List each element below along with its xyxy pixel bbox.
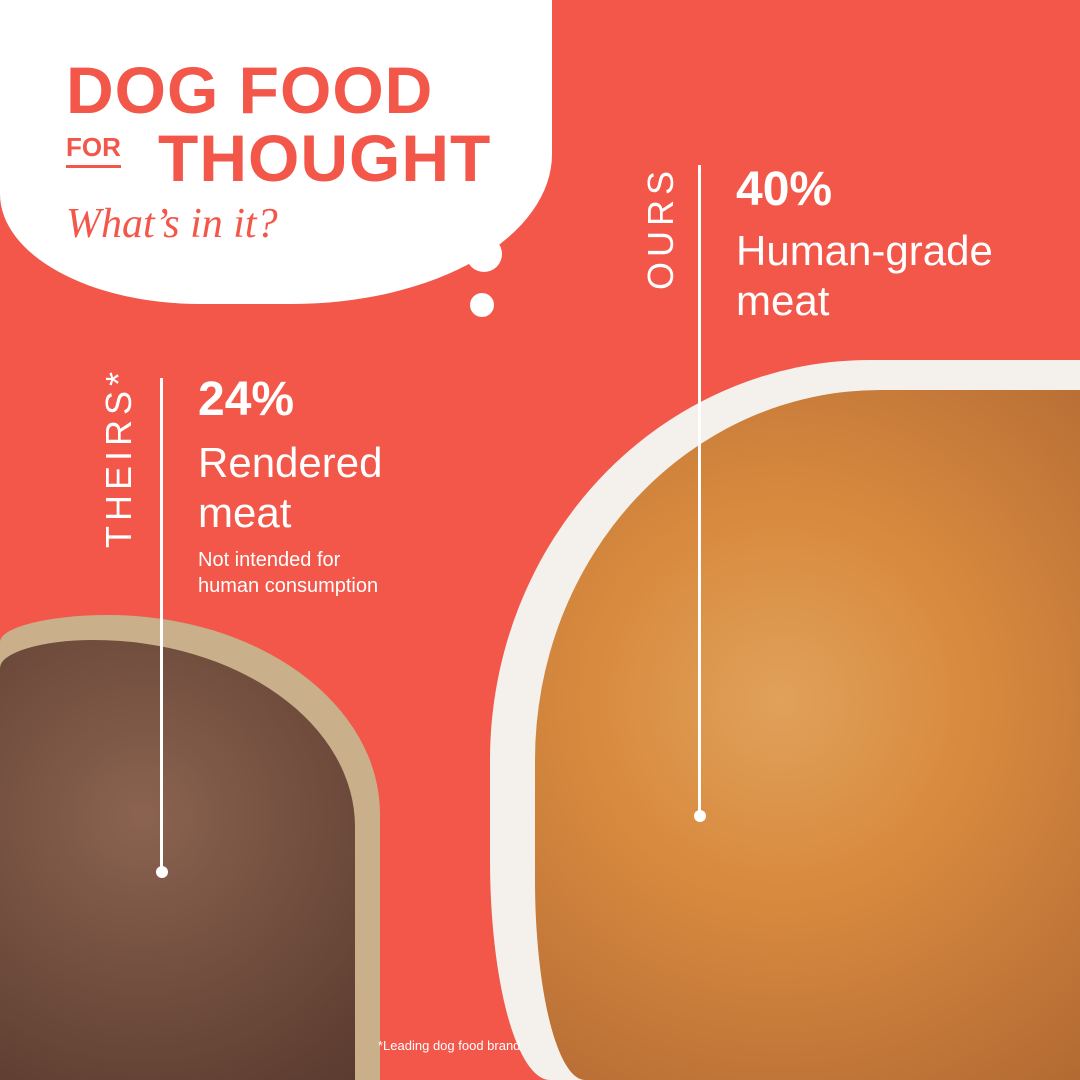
theirs-note-1: Not intended for: [198, 549, 341, 571]
ours-pointer-dot: [694, 810, 706, 822]
theirs-pointer-dot: [156, 866, 168, 878]
theirs-desc-2: meat: [198, 489, 292, 536]
theirs-desc-1: Rendered: [198, 439, 383, 486]
ours-percent: 40%: [736, 163, 833, 216]
theirs-pointer-line: [160, 378, 163, 870]
theirs-label: THEIRS*: [98, 366, 139, 548]
ours-desc-1: Human-grade: [736, 227, 993, 274]
ours-label: OURS: [640, 165, 681, 290]
ours-desc-2: meat: [736, 277, 830, 324]
theirs-food-image: [0, 640, 355, 1080]
thought-bubble: [0, 0, 552, 304]
thought-bubble-dot: [466, 236, 502, 272]
footnote: *Leading dog food brand: [378, 1038, 521, 1053]
title-line-2: THOUGHT: [158, 121, 492, 195]
thought-bubble-dot: [470, 293, 494, 317]
title-line-1: DOG FOOD: [66, 53, 434, 127]
ours-pointer-line: [698, 165, 701, 815]
title-for: FOR: [66, 132, 121, 168]
theirs-note-2: human consumption: [198, 575, 379, 597]
theirs-percent: 24%: [198, 373, 295, 426]
subtitle: What’s in it?: [66, 201, 278, 247]
